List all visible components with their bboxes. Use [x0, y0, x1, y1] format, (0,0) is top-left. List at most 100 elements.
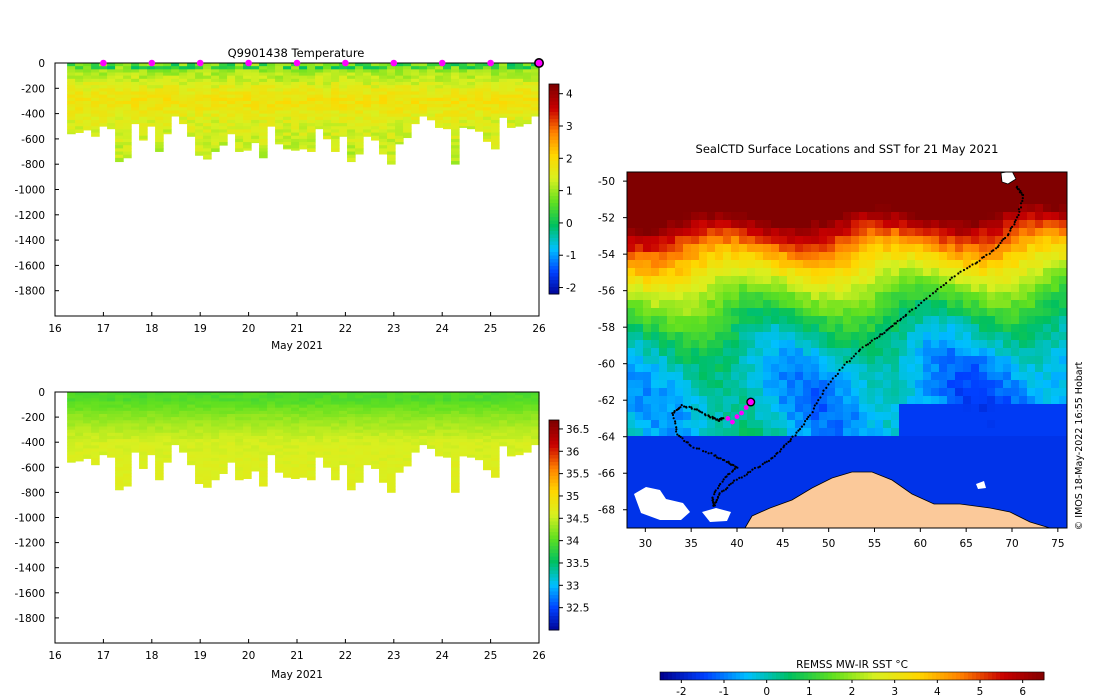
profile-cell: [283, 119, 292, 124]
sst-cell: [979, 268, 988, 277]
profile-cell: [467, 454, 476, 458]
profile-cell: [531, 110, 540, 114]
profile-cell: [419, 401, 428, 405]
profile-cell: [107, 116, 116, 121]
profile-cell: [219, 85, 228, 89]
profile-cell: [75, 401, 84, 405]
sst-cell: [723, 228, 732, 237]
profile-cell: [475, 94, 484, 99]
profile-cell: [179, 69, 188, 73]
profile-cell: [467, 432, 476, 437]
profile-cell: [155, 113, 164, 118]
colorbar-segment: [549, 455, 559, 459]
sst-cell: [723, 180, 732, 189]
sst-cell: [1011, 420, 1020, 429]
profile-cell: [315, 454, 324, 458]
sst-cell: [707, 436, 716, 445]
profile-cell: [411, 413, 420, 418]
profile-cell: [451, 132, 460, 137]
profile-cell: [195, 429, 204, 434]
sst-cell: [699, 332, 708, 341]
profile-cell: [155, 401, 164, 405]
sst-cell: [1043, 268, 1052, 277]
profile-cell: [339, 398, 348, 402]
sst-cell: [843, 356, 852, 365]
profile-cell: [91, 435, 100, 440]
sst-cell: [787, 404, 796, 413]
profile-cell: [123, 464, 132, 468]
sst-cell: [1027, 316, 1036, 325]
sst-cell: [747, 348, 756, 357]
profile-cell: [203, 107, 212, 111]
profile-cell: [523, 451, 532, 453]
sst-cell: [627, 292, 636, 301]
sst-cell: [883, 332, 892, 341]
sst-cell: [755, 364, 764, 373]
sst-cell: [867, 180, 876, 189]
sst-cell: [715, 284, 724, 293]
sst-cell: [795, 188, 804, 197]
sst-cell: [843, 180, 852, 189]
sst-cell: [827, 244, 836, 253]
profile-cell: [379, 470, 388, 474]
profile-cell: [363, 119, 372, 124]
sst-cell: [803, 324, 812, 333]
profile-cell: [427, 94, 436, 99]
profile-cell: [235, 473, 244, 478]
sst-cell: [659, 300, 668, 309]
sst-cell: [1059, 300, 1067, 309]
sst-cell: [995, 340, 1004, 349]
sst-cell: [995, 236, 1004, 245]
profile-cell: [307, 104, 316, 108]
profile-cell: [291, 88, 300, 92]
profile-cell: [339, 126, 348, 130]
profile-cell: [179, 81, 188, 86]
sst-cell: [907, 268, 916, 277]
sst-cell: [851, 364, 860, 373]
sst-cell: [1043, 308, 1052, 317]
sst-cell: [715, 180, 724, 189]
profile-cell: [347, 66, 356, 70]
profile-cell: [219, 423, 228, 427]
profile-cell: [491, 439, 500, 443]
profile-cell: [107, 113, 116, 118]
profile-cell: [475, 63, 484, 67]
profile-cell: [163, 401, 172, 405]
profile-cell: [427, 401, 436, 405]
profile-cell: [379, 432, 388, 437]
profile-cell: [147, 100, 156, 105]
sst-cell: [675, 324, 684, 333]
profile-cell: [419, 72, 428, 77]
profile-cell: [531, 113, 540, 117]
sst-cell: [691, 180, 700, 189]
profile-cell: [115, 100, 124, 105]
profile-cell: [363, 410, 372, 415]
profile-cell: [123, 429, 132, 434]
profile-cell: [475, 91, 484, 96]
sst-cell: [723, 332, 732, 341]
sst-cell: [891, 284, 900, 293]
profile-cell: [387, 489, 396, 493]
profile-cell: [179, 432, 188, 437]
sst-cell: [1003, 428, 1012, 437]
sst-cell: [675, 220, 684, 229]
profile-cell: [275, 451, 284, 456]
profile-cell: [187, 432, 196, 437]
sst-cell: [963, 356, 972, 365]
profile-cell: [531, 100, 540, 105]
x-tick-label: 23: [387, 650, 400, 662]
sst-cell: [939, 244, 948, 253]
sst-cell: [675, 412, 684, 421]
profile-cell: [435, 123, 444, 127]
sst-cell: [795, 380, 804, 389]
sst-cell: [683, 196, 692, 205]
profile-cell: [251, 88, 260, 92]
profile-cell: [467, 448, 476, 453]
sst-cell: [803, 372, 812, 381]
profile-cell: [411, 442, 420, 446]
sst-cell: [1051, 420, 1060, 429]
profile-cell: [267, 426, 276, 431]
profile-cell: [179, 395, 188, 399]
profile-cell: [395, 69, 404, 73]
sst-cell: [1019, 292, 1028, 301]
